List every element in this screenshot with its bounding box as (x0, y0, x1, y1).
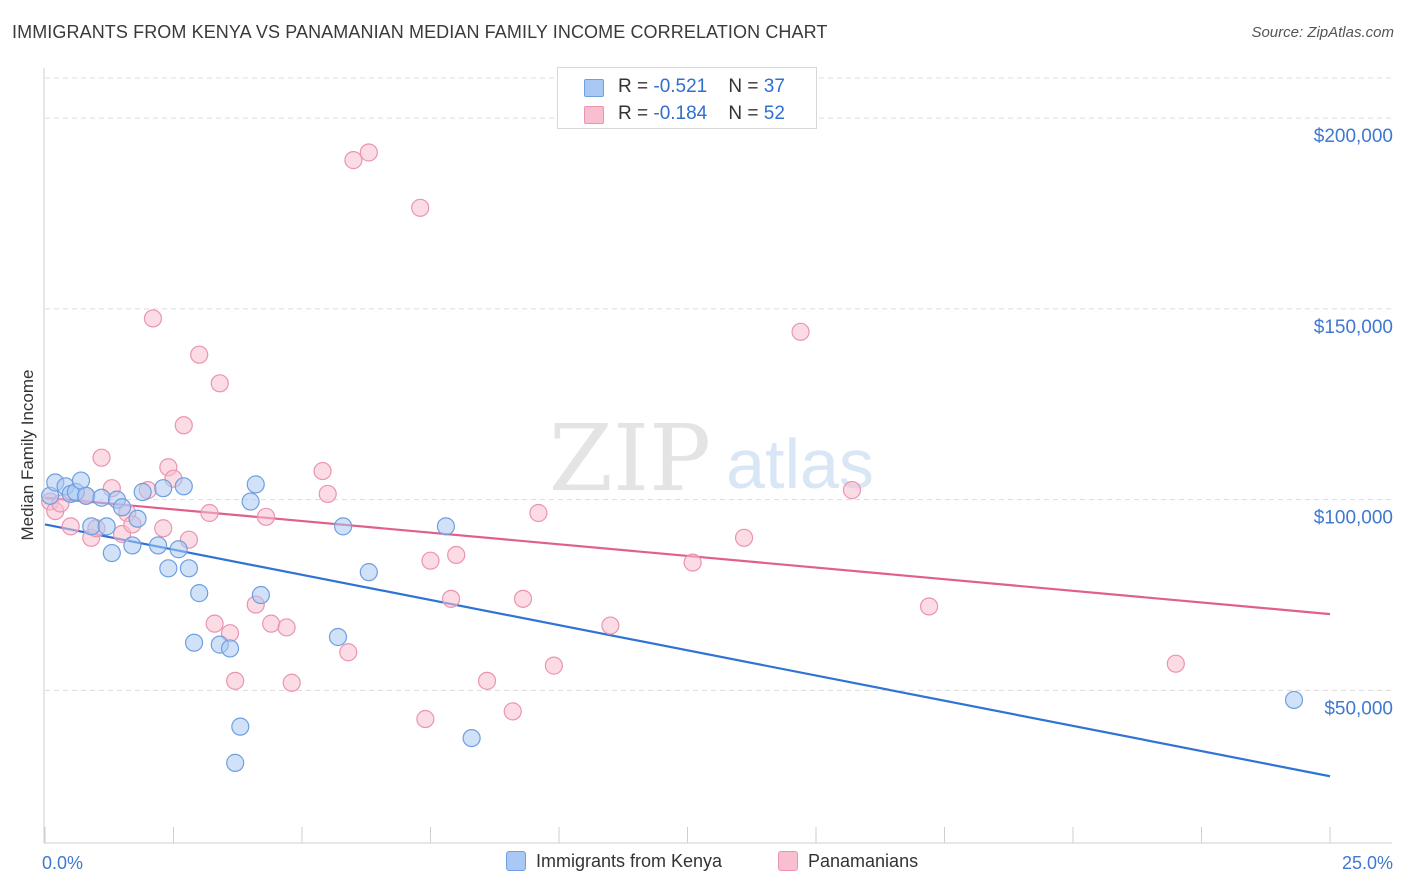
kenya-point (184, 633, 204, 652)
kenya-point (123, 536, 142, 555)
panamanian-point (503, 702, 522, 721)
kenya-swatch (584, 79, 604, 97)
source-label: Source: ZipAtlas.com (1251, 24, 1394, 41)
panamanian-point (544, 656, 563, 675)
kenya-point (133, 482, 152, 502)
panamanian-point (416, 709, 435, 729)
y-tick-label: $200,000 (1314, 126, 1393, 147)
panamanian-point (226, 671, 245, 690)
panamanian-point (210, 374, 229, 393)
panamanian-point (318, 484, 337, 504)
kenya-point (334, 517, 353, 536)
panamanian-point (92, 448, 111, 467)
legend-n-label: N = (728, 76, 764, 97)
panamanian-point (205, 614, 224, 633)
kenya-point (71, 471, 91, 490)
legend-r-label: R = (618, 76, 654, 97)
kenya-point (241, 492, 260, 511)
panamanian-point (262, 614, 281, 633)
panamanian-swatch (584, 106, 604, 124)
legend-r-label: R = (618, 103, 654, 124)
kenya-point (169, 540, 188, 559)
panamanian-point (200, 503, 219, 523)
kenya-trend-line (44, 523, 1331, 778)
kenya-point (190, 584, 209, 603)
legend-r-value: -0.521 (653, 76, 708, 97)
legend-n-value: 37 (763, 76, 785, 97)
panamanian-point (339, 643, 358, 662)
panamanian-point (190, 345, 209, 364)
kenya-point (82, 517, 101, 536)
panamanian-point (919, 597, 939, 616)
y-tick-label: $150,000 (1314, 317, 1393, 338)
kenya-point (97, 517, 116, 536)
panamanian-point (344, 151, 363, 170)
panamanian-point (441, 589, 461, 608)
kenya-point (159, 559, 178, 578)
panamanian-point (143, 309, 163, 328)
chart-title: IMMIGRANTS FROM KENYA VS PANAMANIAN MEDI… (12, 22, 828, 42)
kenya-legend-swatch (506, 851, 526, 871)
x-tick-label-left: 0.0% (42, 853, 83, 873)
panamanian-point (791, 322, 810, 341)
panamanian-point (601, 616, 620, 635)
legend-n-label: N = (728, 103, 764, 124)
panamanian-point (842, 481, 862, 500)
kenya-point (246, 475, 265, 494)
kenya-point (112, 498, 132, 517)
x-tick-label-right: 25.0% (1342, 853, 1393, 873)
panamanian-point (256, 507, 276, 526)
panamanian-point (447, 545, 466, 565)
kenya-point (92, 488, 111, 507)
panamanian-point (421, 551, 440, 570)
kenya-point (220, 639, 240, 658)
panamanian-point (683, 553, 702, 572)
y-tick-label: $100,000 (1314, 508, 1393, 529)
legend-n-value: 52 (763, 103, 785, 124)
legend-item-panamanians: Panamanians (778, 851, 918, 872)
legend-label-kenya: Immigrants from Kenya (536, 851, 723, 871)
watermark-zip: ZIP (549, 405, 711, 512)
panamanian-legend-swatch (778, 851, 798, 871)
kenya-point (462, 728, 481, 748)
panamanian-point (734, 528, 754, 547)
legend-label-panamanians: Panamanians (808, 851, 919, 871)
kenya-point (174, 477, 193, 496)
panamanian-point (477, 671, 497, 690)
legend-r-value: -0.184 (653, 103, 708, 124)
kenya-point (1284, 690, 1304, 710)
panamanian-point (359, 143, 378, 162)
kenya-point (179, 559, 199, 578)
kenya-point (359, 563, 378, 582)
kenya-point (328, 627, 348, 647)
stats-legend: R = -0.521 N = 37 R = -0.184 N = 52 (557, 67, 817, 129)
kenya-point (148, 536, 168, 555)
y-tick-label: $50,000 (1324, 698, 1393, 719)
kenya-point (102, 543, 121, 563)
panamanian-point (1166, 654, 1185, 673)
kenya-point (128, 509, 147, 528)
kenya-point (226, 753, 245, 772)
kenya-point (231, 717, 250, 736)
kenya-point (436, 517, 456, 536)
kenya-point (154, 479, 173, 498)
watermark: ZIP atlas (549, 405, 874, 512)
panamanian-point (529, 503, 548, 523)
panamanian-point (174, 416, 193, 435)
panamanian-point (513, 589, 533, 608)
panamanian-point (411, 198, 430, 217)
panamanian-point (282, 673, 301, 692)
panamanian-point (277, 618, 296, 637)
kenya-point (77, 486, 96, 505)
panamanian-point (61, 517, 80, 536)
kenya-point (251, 585, 270, 605)
panamanian-point (154, 519, 173, 538)
panamanian-point (313, 461, 332, 481)
legend-item-kenya: Immigrants from Kenya (506, 851, 722, 872)
